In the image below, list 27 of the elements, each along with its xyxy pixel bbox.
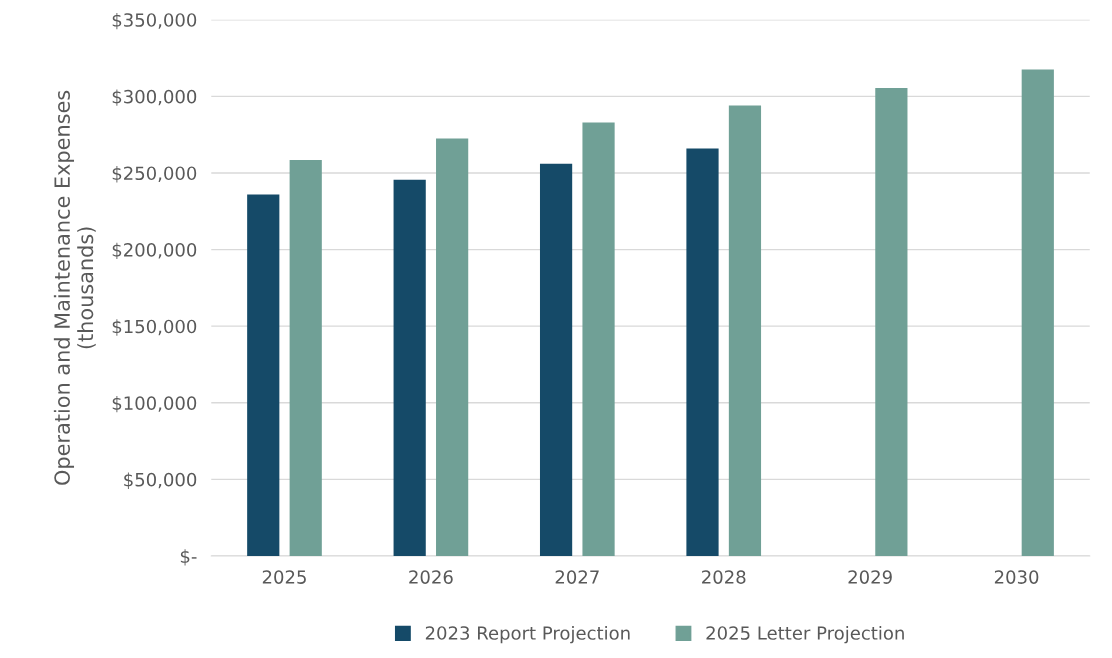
y-tick-label: $50,000 (124, 472, 197, 489)
bar (582, 122, 615, 557)
x-tick-label: 2026 (409, 570, 453, 584)
bar (1021, 69, 1054, 557)
bar (436, 138, 469, 557)
legend-label: 2025 Letter Projection (706, 625, 904, 644)
legend-label: 2023 Report Projection (425, 625, 630, 644)
bar (393, 179, 426, 557)
y-tick-label: $350,000 (112, 12, 197, 30)
y-tick-label: $200,000 (112, 242, 197, 260)
bar (728, 105, 762, 557)
y-axis-title: Operation and Maintenance Expenses (thousands) (53, 90, 96, 485)
bar (686, 148, 719, 557)
y-tick-label: $150,000 (112, 319, 197, 336)
bar (247, 194, 280, 557)
y-tick-label: $300,000 (112, 89, 197, 106)
x-tick-label: 2029 (848, 570, 892, 584)
x-tick-label: 2025 (262, 570, 306, 584)
bar (539, 163, 573, 557)
x-tick-label: 2028 (702, 570, 746, 584)
bar (875, 87, 908, 557)
x-tick-label: 2027 (555, 570, 599, 584)
y-tick-label: $100,000 (112, 395, 197, 413)
y-tick-label: $250,000 (112, 166, 197, 183)
x-tick-label: 2030 (994, 570, 1039, 584)
bar (289, 159, 322, 557)
y-tick-label: $- (180, 549, 197, 566)
